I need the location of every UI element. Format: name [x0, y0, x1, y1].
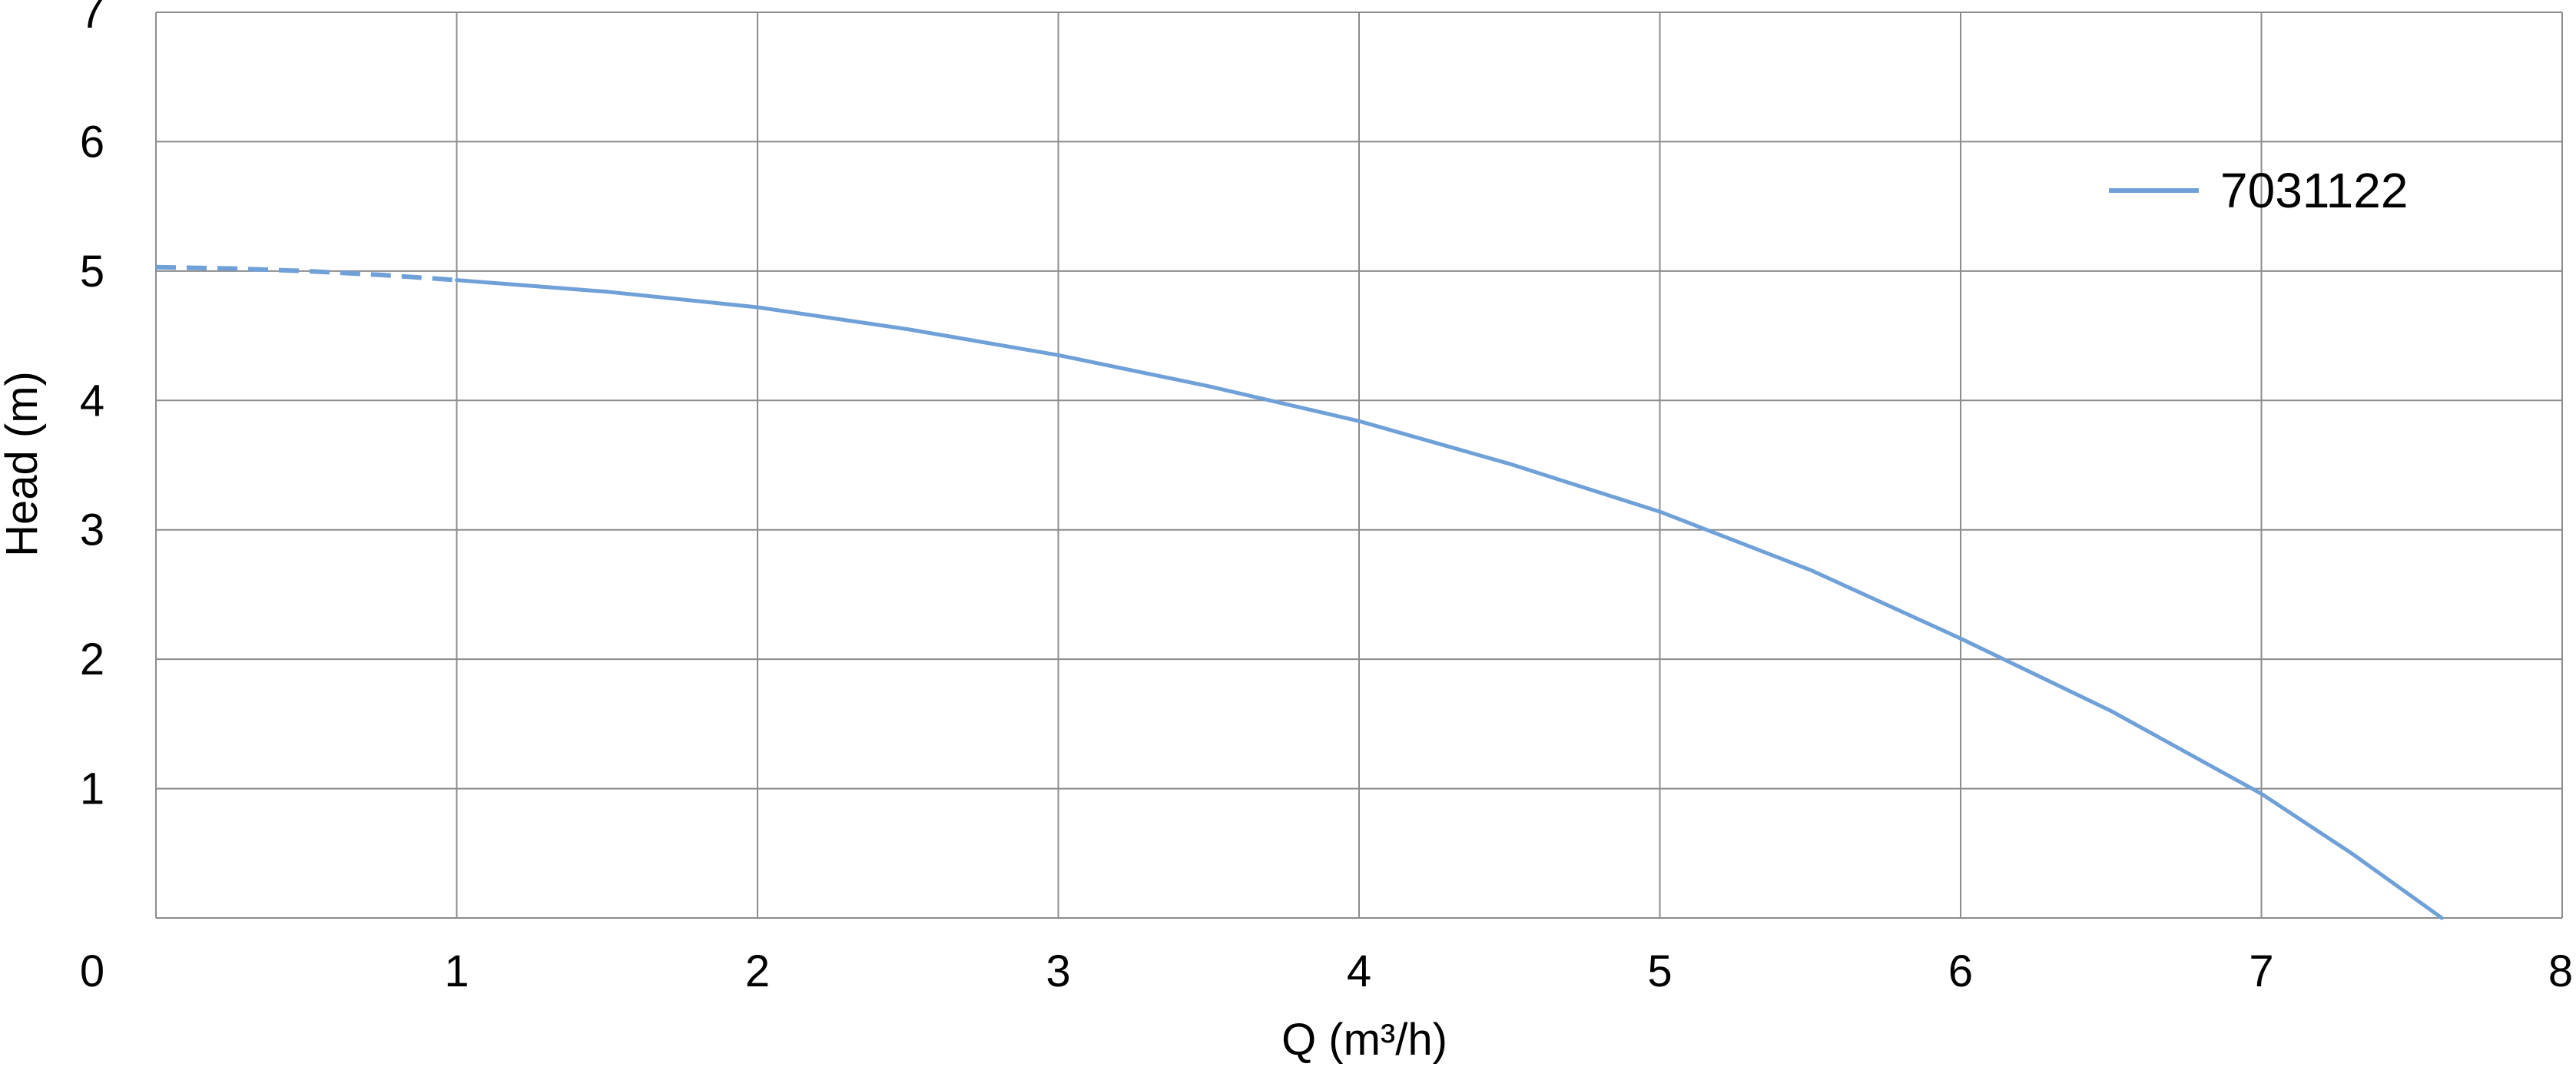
x-tick-label: 5 [1647, 946, 1672, 996]
y-axis-title: Head (m) [0, 371, 47, 557]
series [155, 264, 2444, 920]
x-tick-label: 7 [2249, 946, 2273, 996]
y-tick-label: 3 [80, 505, 104, 555]
y-tick-label: 7 [80, 0, 104, 38]
y-tick-label: 1 [80, 764, 104, 814]
series-line [455, 278, 2444, 920]
x-tick-label: 4 [1347, 946, 1371, 996]
legend-label: 7031122 [2220, 163, 2408, 218]
y-tick-labels: 1 2 3 4 5 6 7 [80, 0, 104, 814]
y-tick-label: 6 [80, 117, 104, 167]
x-tick-label: 2 [745, 946, 770, 996]
x-tick-labels: 0 1 2 3 4 5 6 7 8 [80, 946, 2573, 996]
y-tick-label: 5 [80, 247, 104, 297]
x-tick-label: 8 [2548, 946, 2573, 996]
x-tick-label: 3 [1046, 946, 1070, 996]
x-tick-label: 1 [444, 946, 469, 996]
x-tick-label: 0 [80, 946, 104, 996]
y-tick-label: 2 [80, 635, 104, 684]
x-tick-label: 6 [1948, 946, 1973, 996]
x-axis-title: Q (m³/h) [1281, 1015, 1447, 1065]
legend: 7031122 [2109, 163, 2408, 218]
grid [155, 12, 2563, 919]
series-extrapolated-line [155, 264, 457, 283]
y-tick-label: 4 [80, 376, 104, 426]
